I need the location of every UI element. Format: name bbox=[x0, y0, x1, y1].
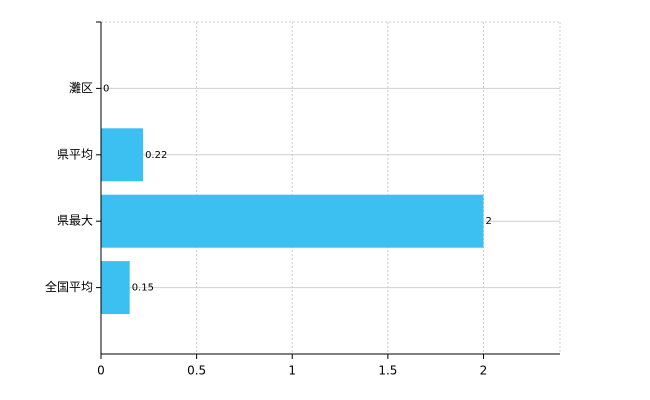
x-tick-label: 1 bbox=[288, 364, 296, 378]
value-label: 0 bbox=[103, 83, 109, 94]
value-label: 0.22 bbox=[145, 150, 167, 161]
y-tick-label: 全国平均 bbox=[45, 279, 93, 294]
bar bbox=[101, 194, 484, 248]
y-tick-label: 県最大 bbox=[57, 214, 93, 228]
value-label: 0.15 bbox=[132, 283, 154, 294]
y-tick-label: 灘区 bbox=[69, 81, 93, 95]
bar bbox=[101, 261, 130, 315]
y-tick-label: 県平均 bbox=[57, 147, 93, 161]
bar bbox=[101, 128, 144, 182]
x-tick-label: 0.5 bbox=[187, 364, 206, 378]
x-tick-label: 0 bbox=[97, 364, 105, 378]
x-tick-label: 1.5 bbox=[378, 364, 397, 378]
x-tick-label: 2 bbox=[480, 364, 488, 378]
value-label: 2 bbox=[486, 216, 492, 227]
